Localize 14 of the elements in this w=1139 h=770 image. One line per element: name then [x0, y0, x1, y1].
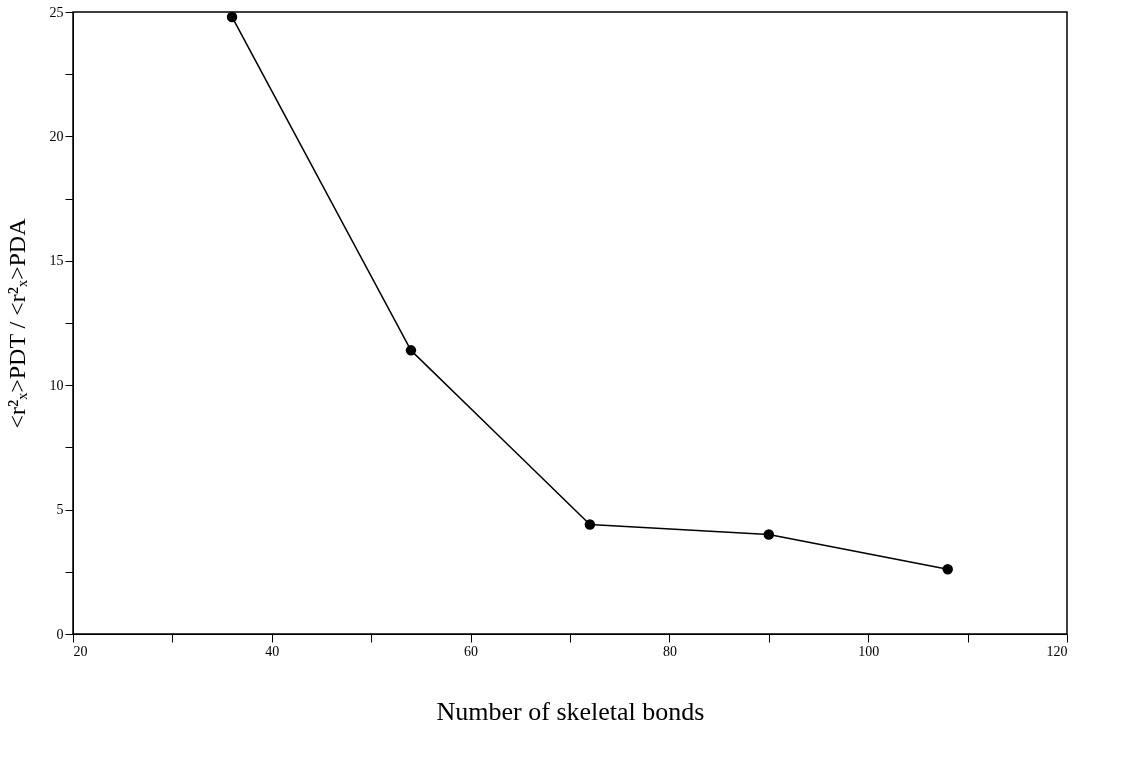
x-tick-label: 60 — [464, 643, 479, 659]
y-tick-label: 0 — [56, 626, 64, 642]
x-tick-label: 20 — [73, 643, 88, 659]
y-axis-title: <r²ₓ>PDT / <r²ₓ>PDA — [3, 217, 30, 429]
x-tick-label: 80 — [662, 643, 677, 659]
x-tick-label: 100 — [858, 643, 880, 659]
x-tick-label: 120 — [1046, 643, 1068, 659]
x-tick-label: 40 — [265, 643, 280, 659]
y-tick-label: 15 — [49, 253, 64, 269]
y-tick-label: 10 — [49, 377, 64, 393]
y-tick-label: 20 — [49, 128, 64, 144]
y-tick-label: 5 — [56, 502, 64, 518]
y-tick-label: 25 — [49, 4, 64, 20]
x-axis-title: Number of skeletal bonds — [436, 696, 705, 726]
